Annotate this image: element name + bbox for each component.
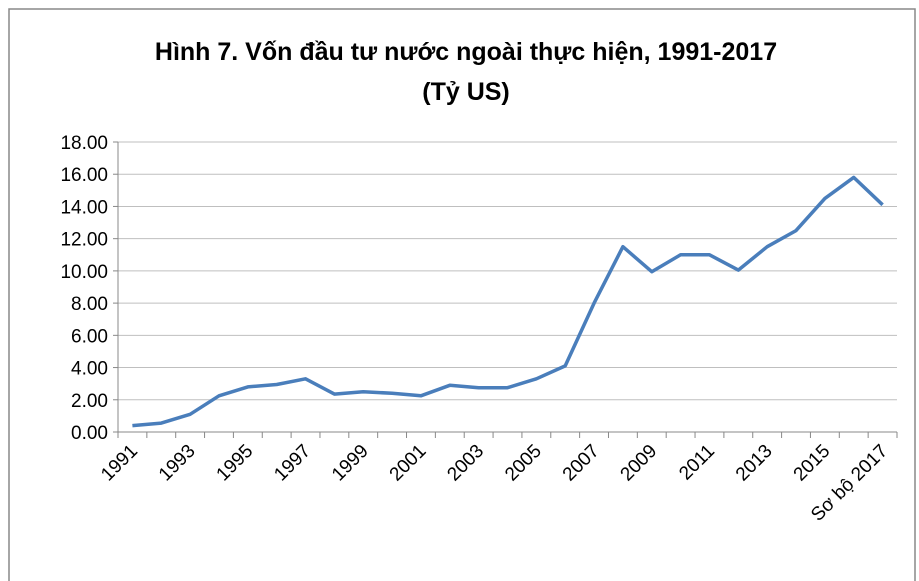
chart-title: (Tỷ US) <box>422 78 510 106</box>
y-tick-label: 2.00 <box>71 391 108 412</box>
y-tick-label: 14.00 <box>60 197 108 218</box>
y-tick-label: 18.00 <box>60 133 108 154</box>
chart-title: Hình 7. Vốn đầu tư nước ngoài thực hiện,… <box>155 38 777 66</box>
y-tick-label: 16.00 <box>60 165 108 186</box>
chart-frame <box>8 8 916 581</box>
y-tick-label: 10.00 <box>60 262 108 283</box>
y-tick-label: 6.00 <box>71 326 108 347</box>
y-tick-label: 0.00 <box>71 423 108 444</box>
y-tick-label: 4.00 <box>71 359 108 380</box>
y-tick-label: 8.00 <box>71 294 108 315</box>
y-tick-label: 12.00 <box>60 230 108 251</box>
data-line <box>132 175 884 428</box>
